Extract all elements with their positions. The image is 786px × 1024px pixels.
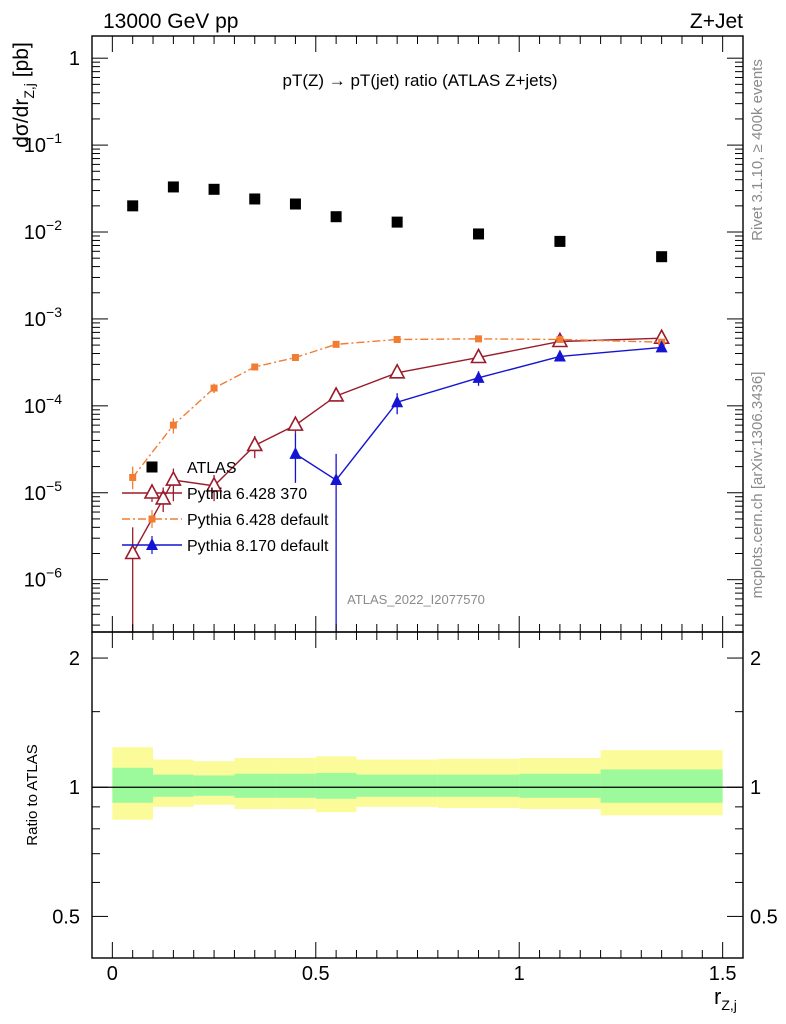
data-point	[169, 421, 177, 429]
data-point	[393, 335, 401, 343]
ratio-inner-band-9	[600, 769, 723, 803]
data-point	[332, 340, 340, 348]
legend: ATLAS Pythia 6.428 370 Pythia 6.428 defaul…	[122, 460, 329, 555]
x-tick-label-1: 0.5	[302, 963, 330, 985]
analysis-watermark: ATLAS_2022_I2077570	[347, 592, 485, 607]
ratio-y-tick-label-right-2: 2	[750, 648, 761, 670]
data-point	[154, 489, 172, 505]
series-0	[127, 181, 668, 263]
ratio-inner-band-1	[153, 774, 194, 797]
ratio-y-tick-label-right-1: 1	[750, 777, 761, 799]
energy-label: 13000 GeV pp	[103, 10, 238, 33]
series-line-3	[295, 346, 662, 481]
axes: 1 10−1 10−2 10−3 10−4 10−5 10−6 0.5 0.5 1 1 2 2 0 0.5 1…	[24, 36, 778, 985]
data-series	[124, 181, 670, 632]
main-y-tick-label-4: 10−4	[24, 391, 62, 418]
data-point	[167, 181, 179, 193]
legend-marker-3	[146, 538, 158, 550]
series-line-2	[132, 338, 662, 478]
ratio-inner-band-2	[193, 775, 235, 796]
x-tick-label-0: 0	[107, 963, 118, 985]
legend-marker-1	[143, 483, 161, 499]
ratio-inner-band-8	[519, 773, 601, 798]
legend-marker-0	[146, 461, 158, 473]
main-y-tick-label-3: 10−3	[24, 304, 62, 331]
data-point	[165, 470, 182, 486]
data-point	[289, 198, 301, 210]
ratio-y-tick-label-right-0: 0.5	[750, 906, 778, 928]
data-point	[124, 543, 142, 560]
legend-label-0: ATLAS	[187, 460, 237, 477]
ratio-y-tick-label-left-0: 0.5	[52, 906, 80, 928]
legend-label-1: Pythia 6.428 370	[187, 486, 307, 503]
data-point	[556, 335, 564, 343]
series-2	[129, 335, 666, 490]
ratio-y-axis-label: Ratio to ATLAS	[24, 744, 41, 845]
data-point	[289, 446, 302, 459]
ratio-uncertainty-bands	[92, 747, 743, 820]
x-tick-label-2: 1	[514, 963, 525, 985]
rivet-version-label: Rivet 3.1.10, ≥ 400k events	[749, 59, 766, 241]
data-point	[388, 363, 406, 379]
main-y-tick-label-5: 10−5	[24, 478, 62, 505]
data-point	[210, 384, 218, 392]
series-1	[124, 328, 670, 632]
data-point	[330, 473, 343, 486]
data-point	[208, 183, 220, 195]
series-3	[289, 340, 668, 632]
data-point	[554, 235, 566, 247]
legend-label-3: Pythia 8.170 default	[187, 538, 329, 555]
data-point	[330, 211, 342, 223]
ratio-inner-band-5	[315, 772, 357, 799]
data-point	[249, 193, 261, 205]
main-y-axis-label: dσ/drZ,j [pb]	[10, 42, 37, 148]
data-point	[205, 476, 223, 492]
data-point	[472, 370, 485, 383]
ratio-inner-band-4	[275, 773, 316, 798]
data-point	[655, 340, 668, 353]
ratio-y-tick-label-left-1: 1	[69, 777, 80, 799]
ratio-inner-band-7	[437, 774, 520, 797]
data-point	[251, 363, 259, 371]
legend-label-2: Pythia 6.428 default	[187, 512, 329, 529]
process-label: Z+Jet	[690, 10, 743, 33]
ratio-inner-band-3	[234, 773, 276, 798]
plot-title: pT(Z) → pT(jet) ratio (ATLAS Z+jets)	[282, 71, 557, 90]
legend-marker-2	[148, 515, 156, 523]
main-y-tick-label-2: 10−2	[24, 217, 62, 244]
data-point	[553, 349, 566, 362]
data-point	[473, 228, 485, 240]
data-point	[291, 353, 299, 361]
ratio-inner-band-0	[112, 767, 154, 803]
main-y-tick-label-6: 10−6	[24, 565, 62, 592]
x-axis-label: rZ,j	[714, 984, 737, 1013]
x-tick-label-3: 1.5	[709, 963, 737, 985]
data-point	[391, 395, 404, 408]
mcplots-source-label: mcplots.cern.ch [arXiv:1306.3436]	[749, 372, 766, 599]
data-point	[470, 347, 487, 364]
data-point	[127, 200, 139, 212]
ratio-y-tick-label-left-2: 2	[69, 648, 80, 670]
data-point	[327, 386, 345, 402]
data-point	[656, 251, 668, 263]
main-y-tick-label-1: 10−1	[24, 130, 62, 157]
data-point	[391, 216, 403, 228]
ratio-inner-band-6	[356, 774, 438, 797]
data-point	[475, 335, 483, 343]
data-point	[129, 473, 137, 481]
main-y-tick-label-0: 1	[69, 48, 80, 70]
data-point	[287, 415, 304, 431]
data-point	[246, 435, 264, 452]
